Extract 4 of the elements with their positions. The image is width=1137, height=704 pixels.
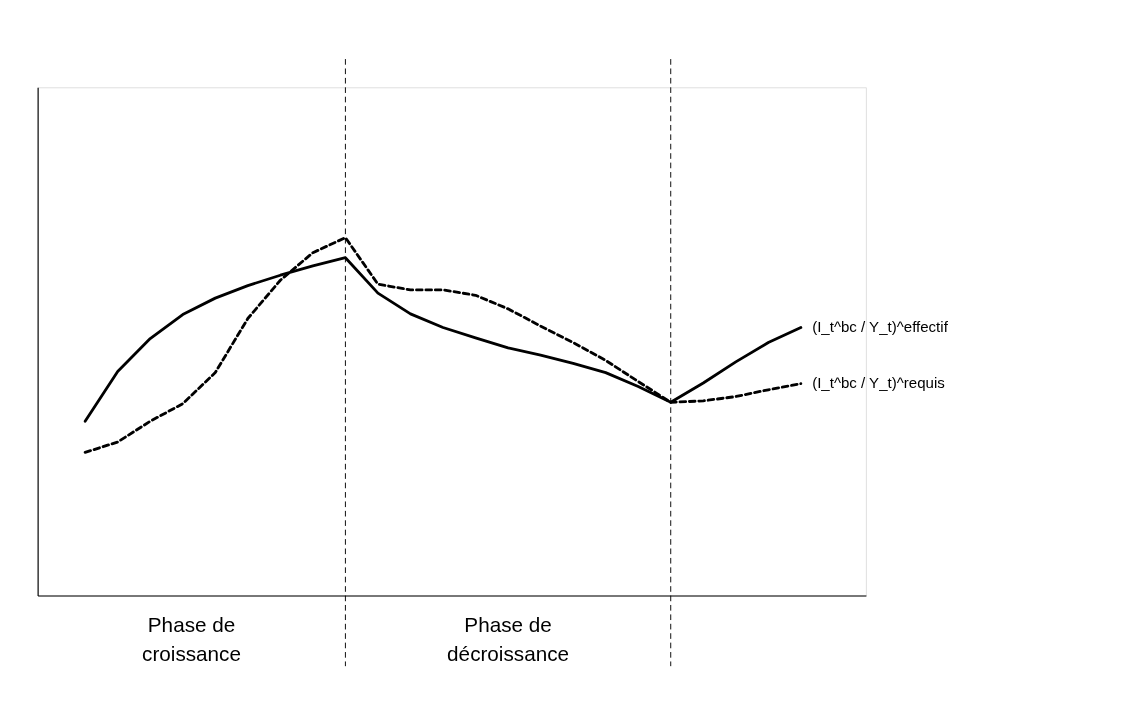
text: Phase de décroissance [447, 613, 570, 665]
series-label: (I_t^bc / Y_t)^requis [812, 374, 945, 392]
text: Phase de croissance [142, 613, 241, 665]
series-label: (I_t^bc / Y_t)^effectif [812, 318, 949, 336]
